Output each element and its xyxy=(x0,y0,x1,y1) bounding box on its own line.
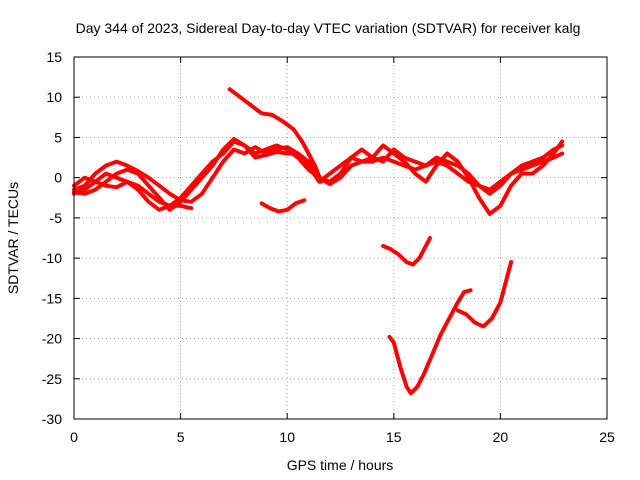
chart-title: Day 344 of 2023, Sidereal Day-to-day VTE… xyxy=(76,20,581,36)
y-tick-label: 15 xyxy=(46,49,62,65)
y-tick-label: -20 xyxy=(42,331,62,347)
plot-frame xyxy=(73,56,608,420)
series-line-track-9 xyxy=(455,260,514,329)
y-axis-label: SDTVAR / TECUs xyxy=(5,182,21,294)
series-line-track-8 xyxy=(387,288,473,396)
y-tick-label: -10 xyxy=(42,250,62,266)
grid-layer xyxy=(74,57,607,419)
x-axis-label: GPS time / hours xyxy=(287,457,394,473)
x-tick-label: 20 xyxy=(493,429,509,445)
tick-layer xyxy=(73,56,608,420)
series-layer xyxy=(72,87,565,396)
series-line-track-6 xyxy=(259,198,307,214)
y-tick-label: -5 xyxy=(50,210,63,226)
x-tick-label: 15 xyxy=(386,429,402,445)
y-tick-label: -30 xyxy=(42,411,62,427)
series-line-track-7 xyxy=(381,236,432,267)
y-tick-label: 10 xyxy=(46,89,62,105)
y-tick-label: -15 xyxy=(42,290,62,306)
x-tick-label: 10 xyxy=(279,429,295,445)
y-tick-label: 0 xyxy=(54,170,62,186)
x-tick-labels: 0 5 10 15 20 25 xyxy=(70,429,615,445)
x-tick-label: 25 xyxy=(599,429,615,445)
x-tick-label: 5 xyxy=(177,429,185,445)
series-line-track-5 xyxy=(227,87,324,184)
y-tick-labels: -30 -25 -20 -15 -10 -5 0 5 10 15 xyxy=(42,49,62,427)
y-tick-label: -25 xyxy=(42,371,62,387)
x-tick-label: 0 xyxy=(70,429,78,445)
y-tick-label: 5 xyxy=(54,129,62,145)
